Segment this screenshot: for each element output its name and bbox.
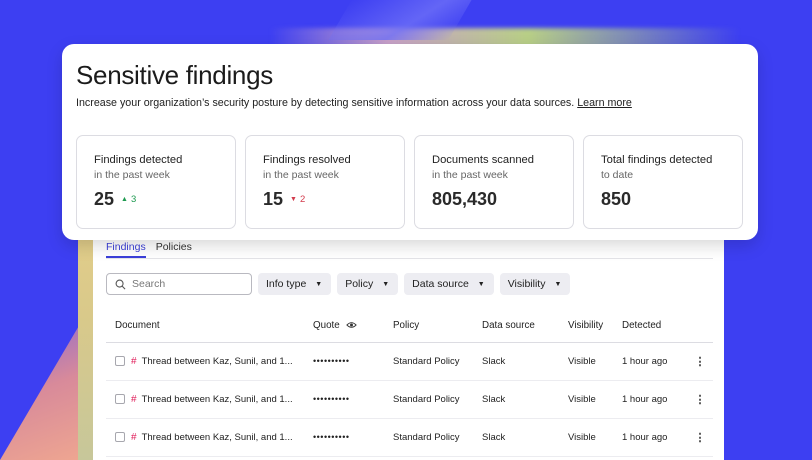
- stat-total-findings: Total findings detected to date 850: [583, 135, 743, 229]
- row-checkbox[interactable]: [115, 432, 125, 442]
- more-options-icon[interactable]: ⋮: [687, 380, 713, 419]
- description-text: Increase your organization’s security po…: [76, 97, 575, 109]
- search-icon: [115, 279, 126, 289]
- data-source-cell: Slack: [482, 342, 568, 381]
- detected-cell: 1 hour ago: [622, 342, 687, 381]
- data-source-cell: Slack: [482, 418, 568, 457]
- filter-label: Data source: [412, 278, 469, 290]
- delta-value: 2: [299, 194, 306, 205]
- stat-value: 25: [94, 189, 115, 209]
- table-row[interactable]: # Thread between Kaz, Sunil, and 1... ••…: [106, 418, 713, 457]
- stat-findings-resolved: Findings resolved in the past week 15 ▼ …: [245, 135, 405, 229]
- masked-quote: ••••••••••: [313, 342, 393, 381]
- stat-delta: ▼ 2: [290, 194, 305, 205]
- visibility-cell: Visible: [568, 418, 622, 457]
- tab-findings[interactable]: Findings: [106, 241, 146, 258]
- filter-label: Info type: [266, 278, 307, 290]
- caret-down-icon: ▼: [477, 280, 485, 288]
- row-checkbox[interactable]: [115, 394, 125, 404]
- stat-period: in the past week: [94, 169, 170, 181]
- stat-delta: ▲ 3: [121, 194, 136, 205]
- filter-bar: Info type ▼ Policy ▼ Data source ▼ Visib…: [106, 273, 571, 295]
- page-title: Sensitive findings: [76, 60, 273, 90]
- column-header-visibility[interactable]: Visibility: [568, 310, 622, 343]
- stat-value: 15: [263, 189, 284, 209]
- detected-cell: 1 hour ago: [622, 418, 687, 457]
- more-options-icon[interactable]: ⋮: [687, 342, 713, 381]
- filter-label: Visibility: [507, 278, 546, 290]
- column-header-detected[interactable]: Detected: [622, 310, 687, 343]
- stat-findings-detected: Findings detected in the past week 25 ▲ …: [76, 135, 236, 229]
- masked-quote: ••••••••••: [313, 380, 393, 419]
- stat-label: Documents scanned: [432, 154, 534, 166]
- document-name[interactable]: Thread between Kaz, Sunil, and 1...: [141, 355, 293, 367]
- document-name[interactable]: Thread between Kaz, Sunil, and 1...: [141, 393, 293, 405]
- visibility-cell: Visible: [568, 380, 622, 419]
- background-diagonal: [328, 0, 472, 40]
- learn-more-link[interactable]: Learn more: [577, 97, 632, 109]
- table-row[interactable]: # Thread between Kaz, Sunil, and 1... ••…: [106, 380, 713, 419]
- findings-panel: Findings Policies Info type ▼ Policy ▼ D…: [93, 222, 724, 460]
- caret-down-icon: ▼: [554, 280, 562, 288]
- eye-icon[interactable]: [346, 321, 358, 329]
- column-header-document[interactable]: Document: [106, 310, 313, 343]
- stat-period: in the past week: [432, 169, 508, 181]
- slack-icon: #: [131, 393, 136, 405]
- page-description: Increase your organization’s security po…: [76, 97, 632, 109]
- policy-cell: Standard Policy: [393, 418, 482, 457]
- policy-cell: Standard Policy: [393, 342, 482, 381]
- search-input[interactable]: [132, 278, 242, 290]
- stat-value: 850: [601, 189, 632, 209]
- filter-label: Policy: [345, 278, 374, 290]
- stat-label: Total findings detected: [601, 154, 713, 166]
- stat-documents-scanned: Documents scanned in the past week 805,4…: [414, 135, 574, 229]
- tab-bar: Findings Policies: [106, 241, 713, 259]
- caret-down-icon: ▼: [315, 280, 323, 288]
- stat-label: Findings resolved: [263, 154, 351, 166]
- filter-data-source[interactable]: Data source ▼: [404, 273, 494, 295]
- filter-policy[interactable]: Policy ▼: [337, 273, 399, 295]
- more-options-icon[interactable]: ⋮: [687, 418, 713, 457]
- column-header-data-source[interactable]: Data source: [482, 310, 568, 343]
- masked-quote: ••••••••••: [313, 418, 393, 457]
- table-row[interactable]: # Thread between Kaz, Sunil, and 1... ••…: [106, 342, 713, 381]
- slack-icon: #: [131, 355, 136, 367]
- stat-value: 805,430: [432, 189, 498, 209]
- tab-policies[interactable]: Policies: [155, 241, 192, 253]
- filter-info-type[interactable]: Info type ▼: [258, 273, 332, 295]
- policy-cell: Standard Policy: [393, 380, 482, 419]
- visibility-cell: Visible: [568, 342, 622, 381]
- findings-table: Document Quote Policy Data source Visibi…: [106, 310, 713, 457]
- stat-period: in the past week: [263, 169, 339, 181]
- column-header-actions: [687, 310, 713, 343]
- stat-period: to date: [601, 169, 634, 181]
- arrow-down-icon: ▼: [290, 196, 297, 203]
- column-header-policy[interactable]: Policy: [393, 310, 482, 343]
- stats-row: Findings detected in the past week 25 ▲ …: [76, 135, 743, 229]
- row-checkbox[interactable]: [115, 356, 125, 366]
- arrow-up-icon: ▲: [121, 196, 128, 203]
- data-source-cell: Slack: [482, 380, 568, 419]
- background-stripe: [78, 170, 94, 460]
- summary-card: Sensitive findings Increase your organiz…: [62, 44, 758, 240]
- slack-icon: #: [131, 431, 136, 443]
- document-name[interactable]: Thread between Kaz, Sunil, and 1...: [141, 431, 293, 443]
- filter-visibility[interactable]: Visibility ▼: [499, 273, 571, 295]
- detected-cell: 1 hour ago: [622, 380, 687, 419]
- table-header-row: Document Quote Policy Data source Visibi…: [106, 310, 713, 343]
- stat-label: Findings detected: [94, 154, 183, 166]
- search-box[interactable]: [106, 273, 252, 295]
- caret-down-icon: ▼: [382, 280, 390, 288]
- column-header-quote[interactable]: Quote: [313, 310, 393, 343]
- delta-value: 3: [130, 194, 137, 205]
